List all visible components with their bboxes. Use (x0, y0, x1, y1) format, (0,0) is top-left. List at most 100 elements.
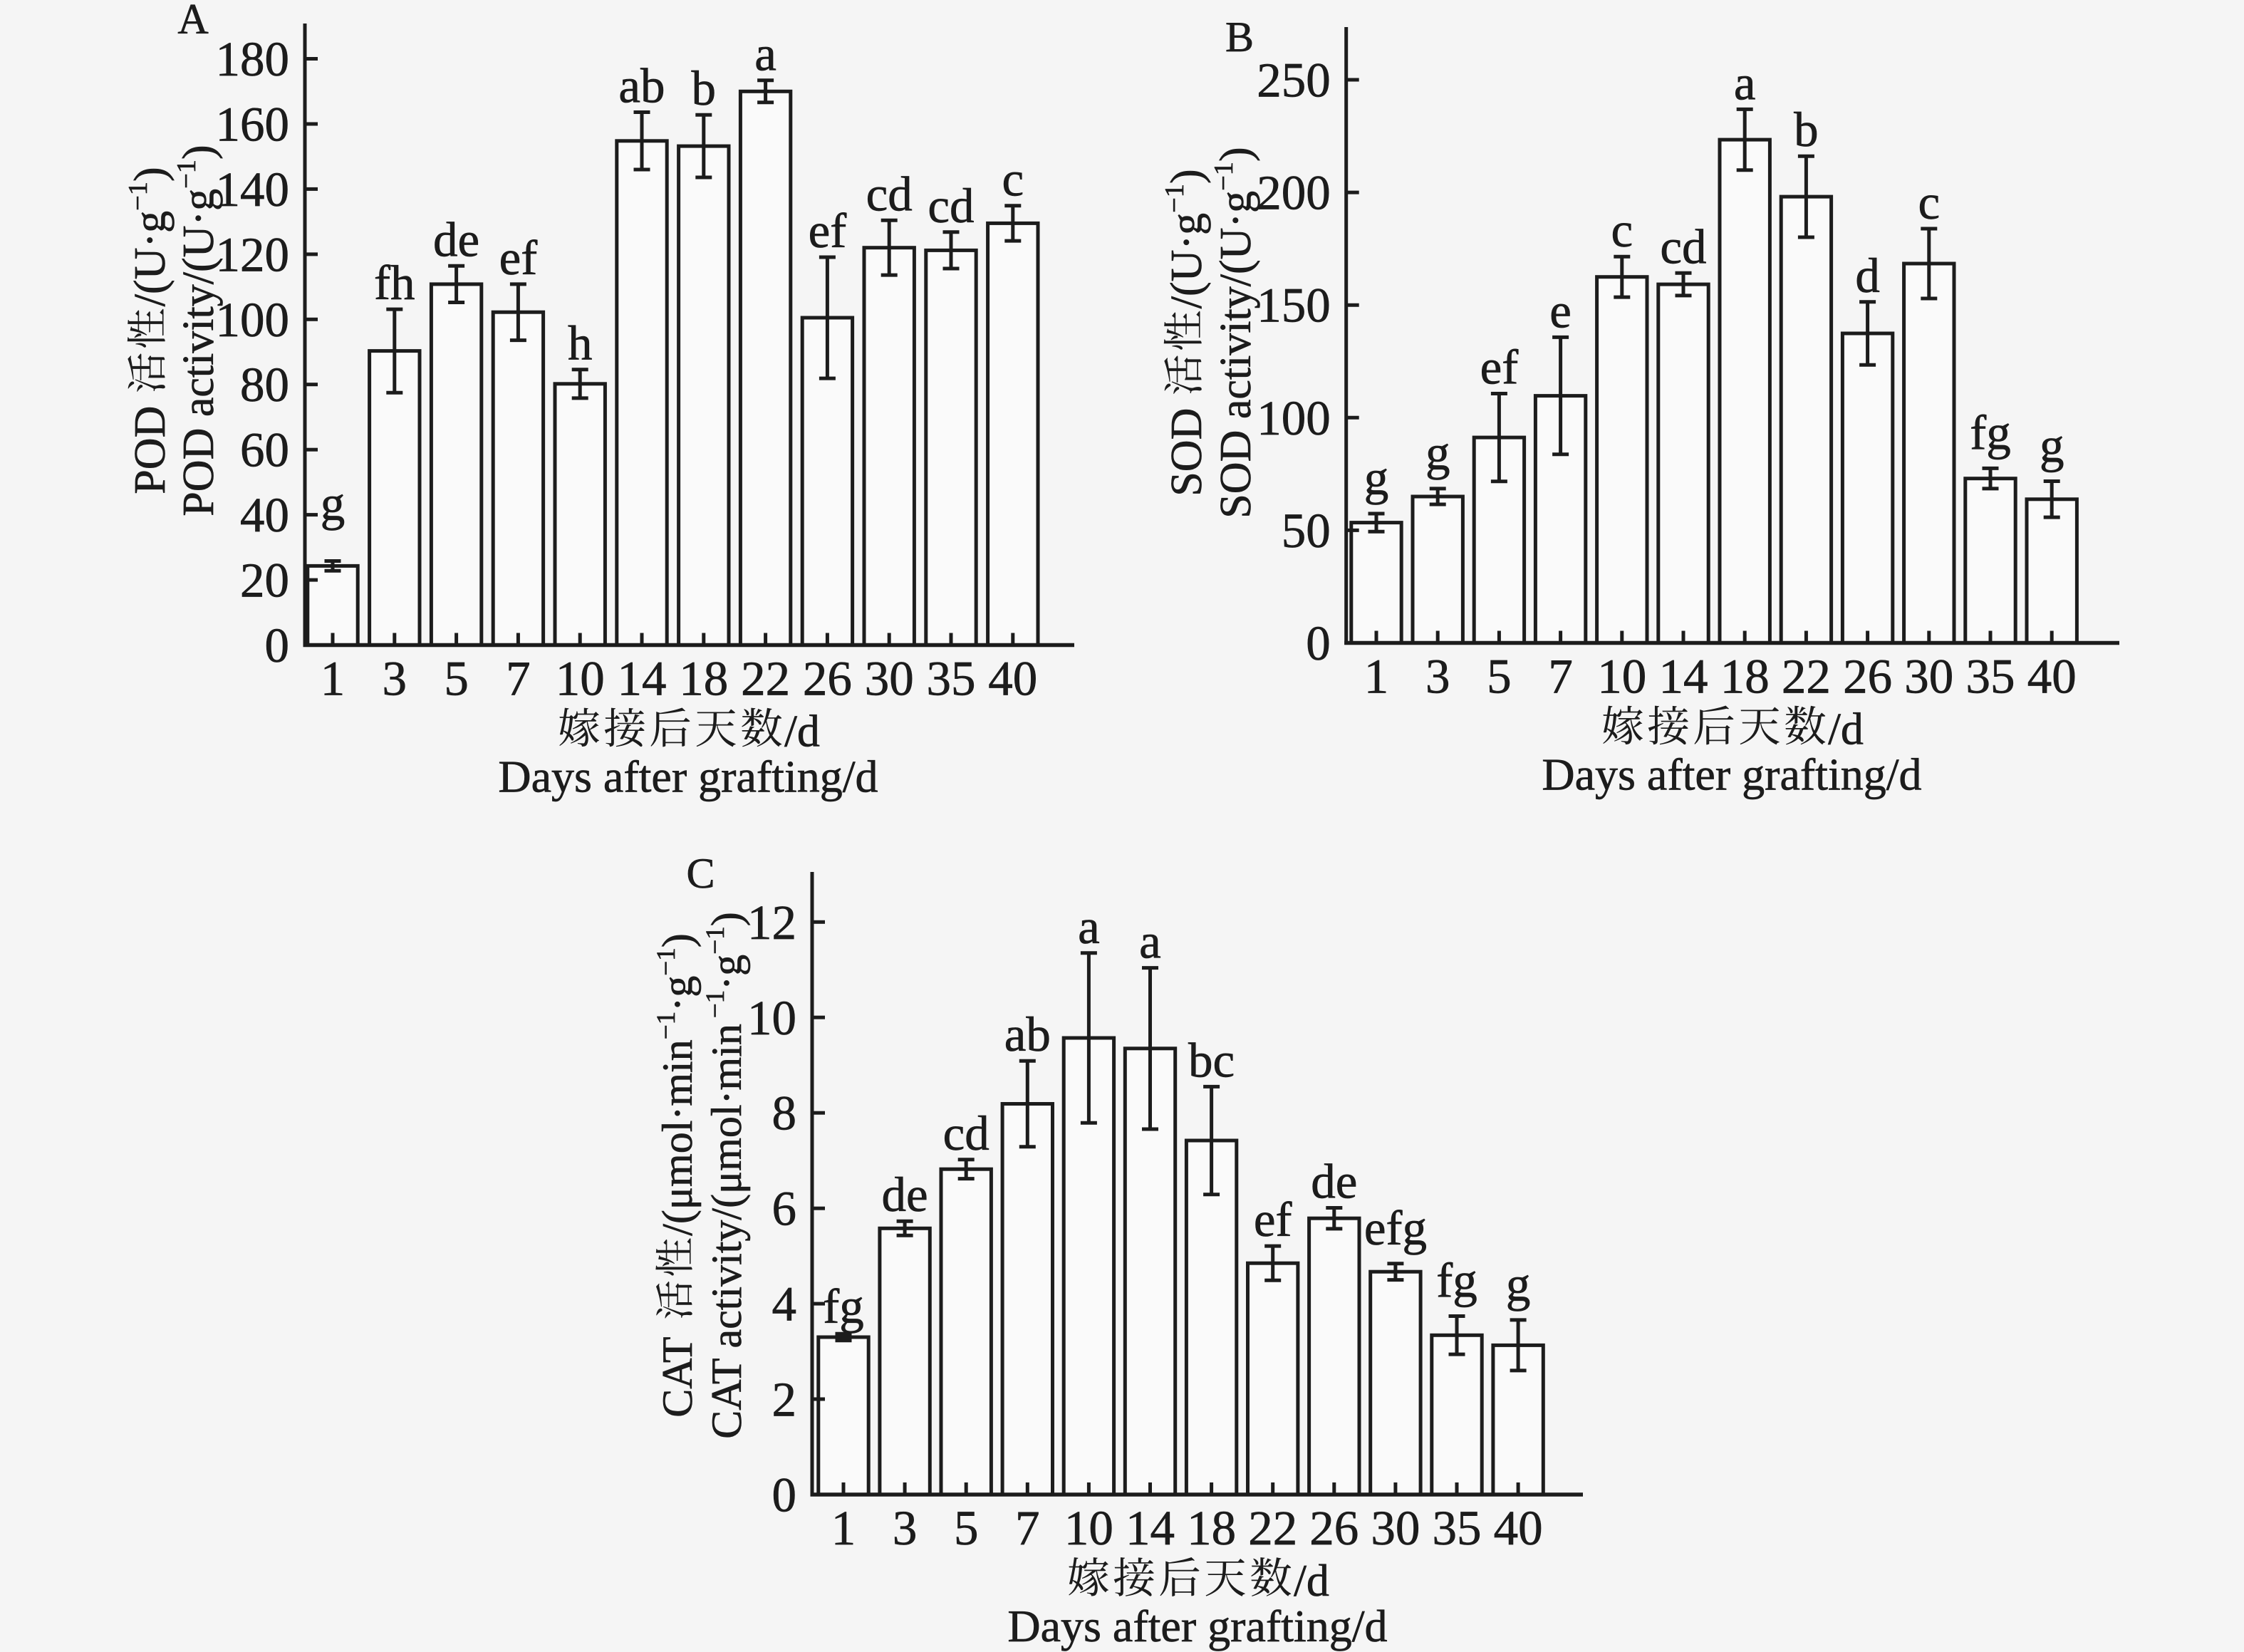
svg-text:g: g (2040, 419, 2064, 473)
svg-text:/d: /d (1294, 1555, 1329, 1606)
svg-text:−1: −1 (701, 990, 730, 1019)
svg-text:22: 22 (1248, 1501, 1297, 1555)
svg-text:·g: ·g (703, 955, 750, 990)
svg-text:cd: cd (1660, 219, 1706, 274)
svg-text:1: 1 (1364, 650, 1389, 704)
svg-text:100: 100 (216, 293, 290, 347)
svg-text:A: A (177, 0, 208, 43)
svg-text:−1: −1 (701, 926, 730, 955)
svg-text:g: g (321, 477, 346, 531)
svg-text:7: 7 (1015, 1501, 1040, 1555)
svg-text:26: 26 (803, 652, 852, 706)
svg-text:40: 40 (1494, 1501, 1543, 1555)
svg-text:g: g (1425, 426, 1450, 480)
svg-text:Days after grafting/d: Days after grafting/d (498, 752, 878, 802)
svg-text:): ) (126, 167, 175, 182)
svg-text:/(U·g: /(U·g (1163, 213, 1211, 308)
svg-text:c: c (1002, 152, 1024, 207)
svg-text:18: 18 (1720, 650, 1770, 704)
svg-text:c: c (1611, 203, 1633, 257)
svg-text:Days after grafting/d: Days after grafting/d (1542, 749, 1921, 800)
svg-text:180: 180 (216, 32, 290, 86)
svg-text:·g: ·g (654, 976, 701, 1012)
svg-text:g: g (1506, 1257, 1531, 1311)
svg-text:14: 14 (1659, 650, 1708, 704)
svg-text:de: de (882, 1168, 928, 1222)
svg-text:35: 35 (1433, 1501, 1482, 1555)
svg-text:de: de (1311, 1155, 1357, 1209)
svg-text:fh: fh (374, 256, 415, 310)
svg-text:3: 3 (1425, 650, 1450, 704)
svg-text:b: b (692, 61, 717, 115)
svg-text:C: C (686, 850, 715, 897)
svg-text:SOD activity/(U·g: SOD activity/(U·g (1212, 191, 1260, 519)
svg-text:30: 30 (1904, 650, 1953, 704)
svg-text:−1: −1 (1160, 184, 1190, 213)
svg-text:80: 80 (240, 358, 289, 412)
svg-text:ef: ef (809, 204, 847, 258)
svg-text:fg: fg (1436, 1254, 1477, 1308)
svg-text:22: 22 (1782, 650, 1831, 704)
svg-text:14: 14 (1126, 1501, 1175, 1555)
svg-text:CAT: CAT (654, 1336, 701, 1417)
svg-text:a: a (1734, 56, 1756, 110)
svg-text:10: 10 (1597, 650, 1646, 704)
svg-text:): ) (1212, 147, 1260, 162)
svg-text:4: 4 (772, 1277, 797, 1331)
svg-text:SOD: SOD (1163, 408, 1211, 497)
svg-text:cd: cd (928, 179, 974, 233)
svg-text:26: 26 (1843, 650, 1892, 704)
svg-text:−1: −1 (123, 182, 153, 211)
svg-text:ab: ab (1004, 1007, 1051, 1061)
svg-text:ef: ef (499, 231, 538, 285)
svg-text:14: 14 (618, 652, 667, 706)
svg-text:120: 120 (216, 227, 290, 281)
svg-text:c: c (1918, 175, 1940, 229)
svg-text:35: 35 (927, 652, 976, 706)
svg-text:30: 30 (1371, 1501, 1420, 1555)
svg-text:ef: ef (1480, 341, 1519, 395)
svg-text:140: 140 (216, 162, 290, 217)
svg-text:cd: cd (943, 1106, 989, 1160)
svg-text:3: 3 (893, 1501, 918, 1555)
svg-text:12: 12 (747, 895, 796, 950)
svg-text:B: B (1225, 14, 1254, 61)
svg-text:35: 35 (1966, 650, 2015, 704)
svg-text:/d: /d (784, 706, 820, 757)
svg-text:h: h (568, 316, 593, 370)
svg-text:de: de (433, 212, 479, 266)
svg-text:ef: ef (1254, 1193, 1292, 1247)
svg-text:5: 5 (1487, 650, 1512, 704)
svg-text:18: 18 (679, 652, 728, 706)
svg-text:5: 5 (954, 1501, 979, 1555)
svg-text:40: 40 (240, 488, 289, 542)
svg-text:fg: fg (1970, 405, 2010, 459)
svg-text:b: b (1794, 103, 1819, 157)
svg-text:7: 7 (1548, 650, 1573, 704)
svg-text:20: 20 (240, 554, 289, 608)
svg-text:Days after grafting/d: Days after grafting/d (1007, 1601, 1387, 1651)
svg-text:POD activity/(U·g: POD activity/(U·g (175, 189, 223, 516)
svg-text:7: 7 (506, 652, 531, 706)
svg-text:8: 8 (772, 1086, 797, 1141)
svg-text:150: 150 (1257, 279, 1331, 333)
svg-text:40: 40 (988, 652, 1037, 706)
svg-text:): ) (654, 933, 701, 947)
svg-text:cd: cd (866, 167, 913, 221)
svg-text:100: 100 (1257, 391, 1331, 445)
svg-text:a: a (1078, 900, 1100, 954)
svg-text:10: 10 (556, 652, 605, 706)
svg-text:−1: −1 (652, 947, 681, 976)
svg-text:10: 10 (747, 991, 796, 1045)
svg-text:−1: −1 (1209, 162, 1239, 191)
svg-text:POD: POD (126, 406, 175, 494)
svg-text:250: 250 (1257, 53, 1331, 108)
svg-text:10: 10 (1064, 1501, 1113, 1555)
svg-text:0: 0 (265, 618, 290, 672)
svg-text:d: d (1855, 249, 1880, 303)
svg-text:a: a (754, 27, 776, 81)
svg-text:2: 2 (772, 1373, 797, 1427)
svg-text:22: 22 (741, 652, 790, 706)
svg-text:): ) (1163, 169, 1211, 184)
svg-text:efg: efg (1364, 1201, 1427, 1255)
